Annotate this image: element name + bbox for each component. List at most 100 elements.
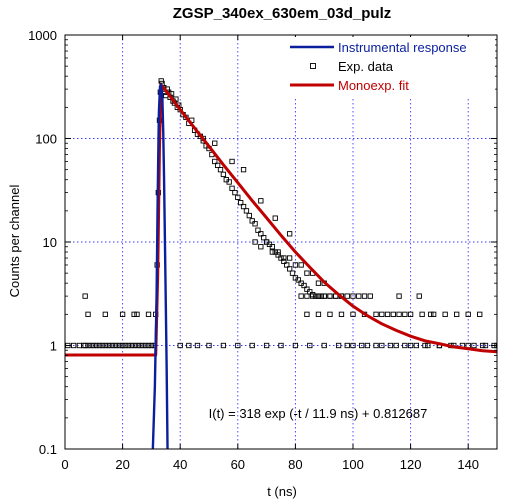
data-point [321, 293, 327, 299]
data-point [402, 311, 408, 317]
data-point [111, 342, 117, 349]
data-point [117, 342, 123, 349]
data-point [307, 342, 313, 349]
data-point [350, 293, 356, 299]
chart-title: ZGSP_340ex_630em_03d_pulz [173, 5, 391, 22]
data-point [321, 342, 327, 349]
data-point [278, 255, 284, 261]
data-point [310, 293, 316, 299]
data-point [235, 342, 241, 349]
fit-equation-annotation: I(t) = 318 exp (-t / 11.9 ns) + 0.812687 [209, 406, 428, 421]
data-point [301, 282, 307, 289]
legend-marker-1 [310, 63, 316, 69]
data-point [422, 342, 428, 349]
data-point [102, 342, 108, 349]
data-point [240, 167, 247, 173]
data-point [327, 311, 333, 317]
data-point [249, 342, 255, 349]
data-point [85, 311, 91, 317]
data-point [295, 277, 301, 283]
data-point [217, 167, 224, 173]
legend-label-2: Monoexp. fit [338, 78, 409, 93]
data-point [142, 342, 149, 349]
data-point [465, 311, 471, 317]
data-point [379, 342, 385, 349]
data-point [350, 342, 356, 349]
data-point [281, 258, 287, 265]
data-point [246, 212, 252, 219]
x-tick-label: 60 [231, 457, 245, 472]
data-point [304, 293, 310, 299]
data-point [252, 221, 258, 227]
data-point [263, 239, 270, 245]
data-point [226, 179, 232, 185]
data-point [134, 311, 140, 317]
x-tick-label: 100 [342, 457, 364, 472]
data-point [131, 342, 137, 349]
x-tick-label: 40 [173, 457, 187, 472]
data-point [275, 249, 281, 255]
x-tick-label: 140 [457, 457, 479, 472]
data-point [232, 189, 238, 196]
data-point [278, 342, 284, 349]
data-point [318, 293, 324, 299]
data-point [428, 311, 434, 317]
y-tick-label: 0.1 [39, 442, 57, 457]
data-point [206, 342, 212, 349]
data-point [393, 342, 399, 349]
y-tick-label: 10 [43, 235, 57, 250]
data-point [315, 311, 322, 317]
data-point [373, 342, 379, 349]
data-point [249, 218, 255, 224]
data-point [220, 171, 227, 178]
data-point [94, 342, 100, 349]
data-point [367, 293, 373, 299]
data-point [137, 342, 143, 349]
series-0-line [151, 83, 169, 449]
data-point [258, 244, 264, 250]
data-point [134, 342, 140, 349]
data-point [255, 227, 261, 233]
data-point [350, 311, 356, 317]
data-point [85, 342, 91, 349]
data-point [286, 266, 293, 272]
x-tick-label: 20 [115, 457, 129, 472]
data-point [82, 342, 88, 349]
data-point [258, 231, 264, 237]
data-point [186, 342, 192, 349]
legend-label-1: Exp. data [338, 59, 394, 74]
data-point [289, 270, 296, 276]
data-point [252, 239, 258, 245]
data-point [387, 342, 394, 349]
data-point [373, 311, 379, 317]
data-point [131, 311, 137, 317]
data-point [177, 342, 183, 349]
data-point [102, 311, 108, 317]
data-point [344, 342, 350, 349]
data-point [425, 342, 431, 349]
data-point [258, 198, 264, 204]
data-point [220, 342, 227, 349]
data-point [88, 342, 94, 349]
data-point [261, 235, 267, 241]
data-point [238, 199, 244, 206]
data-point [284, 262, 290, 268]
data-point [140, 342, 146, 349]
data-point [119, 311, 126, 317]
x-axis-label: t (ns) [267, 484, 297, 499]
data-point [384, 311, 391, 317]
data-point [108, 342, 114, 349]
data-point [327, 293, 333, 299]
x-tick-label: 80 [288, 457, 302, 472]
data-point [281, 255, 287, 261]
data-point [148, 342, 155, 349]
data-point [315, 293, 322, 299]
data-point [396, 311, 402, 317]
data-point [243, 208, 250, 214]
data-point [114, 342, 120, 349]
data-point [419, 311, 425, 317]
data-point [212, 140, 218, 146]
data-point [240, 203, 247, 210]
data-point [312, 293, 319, 299]
